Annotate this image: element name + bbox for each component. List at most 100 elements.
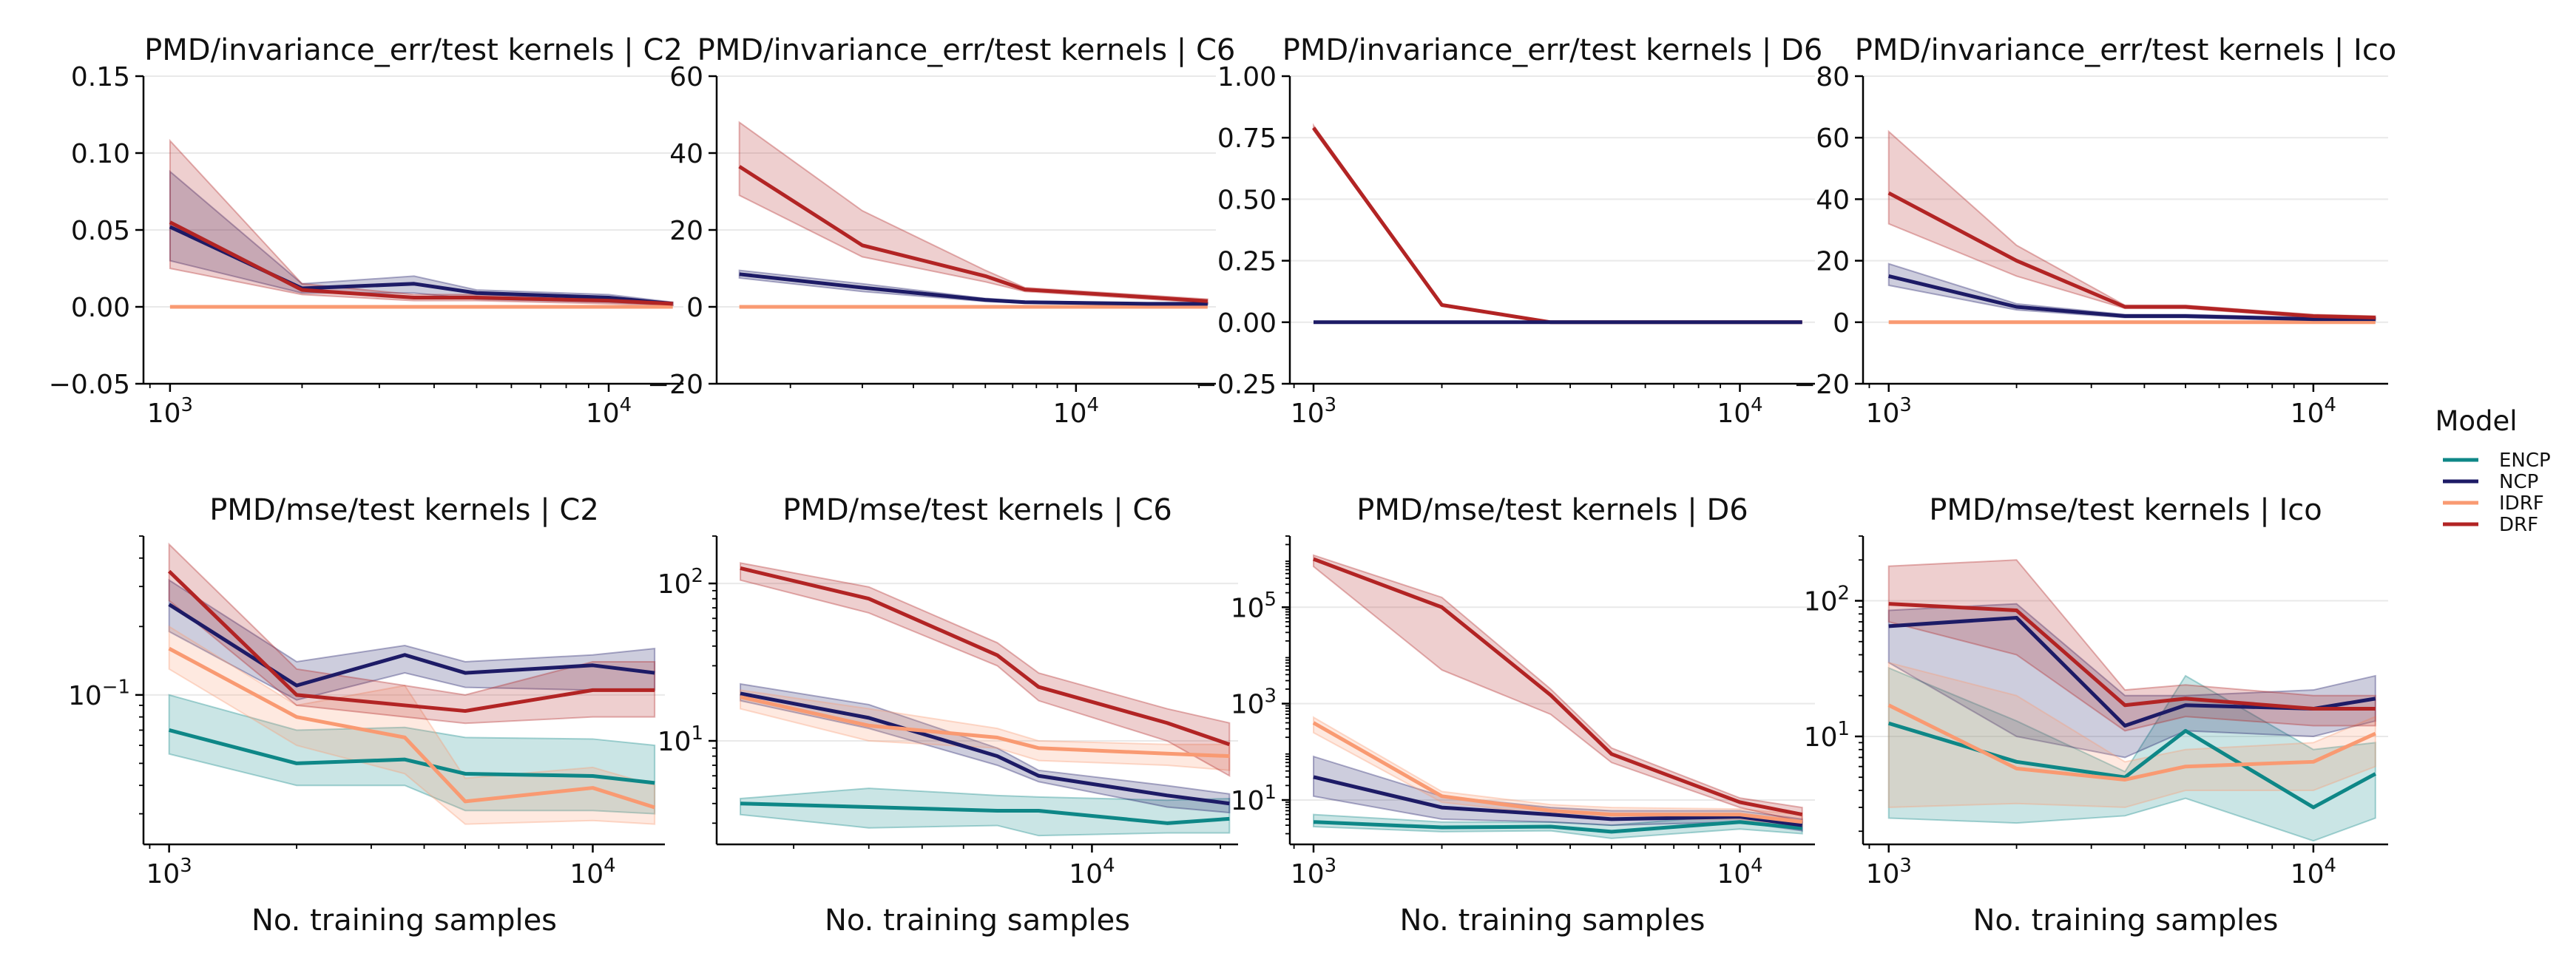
plot-area [169,138,674,309]
panel-title: PMD/invariance_err/test kernels | Ico [1855,33,2397,67]
legend-title: Model [2435,405,2517,437]
x-axis-label: No. training samples [251,904,557,938]
series-line-encp [740,802,1230,825]
y-tick-label: 102 [657,565,703,600]
x-tick-label: 103 [147,394,193,429]
y-tick-label: 80 [1816,62,1850,92]
plot-area [1312,554,1803,839]
band-encp [1887,666,2376,842]
y-tick-label: 0 [1833,308,1850,339]
series-line-drf [1887,191,2376,320]
y-tick-label: 0 [686,293,703,323]
panel-pmd-invariance-err-test-kernels-d6: −0.25 0.00 0.25 0.50 0.75 1.00 103 104 PMD/invar… [1195,33,1823,429]
series-line-idrf [740,695,1230,759]
series-line-idrf [1312,721,1803,824]
x-tick-label: 104 [1717,855,1762,889]
y-tick-label: 60 [669,62,703,92]
y-tick-label: 0.50 [1217,185,1277,215]
band-ncp [1313,755,1803,832]
legend-label: DRF [2499,514,2538,536]
series-line-drf [1888,602,2376,711]
panel-title: PMD/mse/test kernels | D6 [1356,493,1748,527]
band-drf [1887,559,2376,732]
x-axis-label: No. training samples [825,904,1130,938]
y-tick-label: 101 [657,722,703,757]
legend-entry-ncp: NCP [2443,471,2538,493]
y-tick-label: 105 [1231,589,1277,623]
legend-entry-idrf: IDRF [2443,492,2544,515]
x-tick-label: 103 [1866,394,1912,429]
plot-area [1887,129,2376,325]
y-tick-label: −0.25 [1195,370,1277,400]
y-tick-label: 40 [1816,185,1850,215]
panel-pmd-mse-test-kernels-d6: 101 103 105 103 104 PMD/mse/test kernels | D6… [1231,493,1815,938]
y-tick-label: 20 [669,216,703,246]
y-tick-label: 0.75 [1217,123,1277,154]
legend-label: NCP [2499,471,2538,493]
series-line-drf [1313,557,1803,817]
y-tick-label: 40 [669,139,703,169]
panel-pmd-mse-test-kernels-c2: 10−1 103 104 PMD/mse/test kernels | C2 No. t… [68,493,665,938]
x-tick-label: 104 [1069,855,1115,889]
y-tick-label: 1.00 [1217,62,1277,92]
y-tick-label: 0.10 [71,139,130,169]
panels: −0.05 0.00 0.05 0.10 0.15 103 104 PMD/invarianc… [49,33,2397,938]
panel-title: PMD/invariance_err/test kernels | C2 [144,33,683,67]
series-line-drf [1311,126,1802,325]
band-drf [1313,123,1802,323]
panel-pmd-invariance-err-test-kernels-c2: −0.05 0.00 0.05 0.10 0.15 103 104 PMD/invarianc… [49,33,683,429]
series-line-ncp [1888,274,2376,322]
x-tick-label: 104 [2291,394,2336,429]
x-tick-label: 103 [1291,855,1336,889]
x-tick-label: 104 [1717,394,1762,429]
x-tick-label: 104 [569,855,615,889]
series-line-encp [1313,820,1802,834]
plot-area [1887,559,2376,842]
y-tick-label: 101 [1231,782,1277,816]
series-line-encp [169,728,655,785]
plot-area [738,121,1208,309]
band-drf [168,542,656,725]
y-tick-label: 0.05 [71,216,130,246]
panel-pmd-mse-test-kernels-ico: 101 102 103 104 PMD/mse/test kernels | Ico No… [1804,493,2388,938]
plot-area [167,542,656,825]
y-tick-label: 101 [1804,718,1850,753]
y-tick-label: 0.15 [71,62,130,92]
y-tick-label: 102 [1804,582,1850,617]
panel-title: PMD/invariance_err/test kernels | D6 [1282,33,1823,67]
plot-area [1311,123,1802,325]
x-tick-label: 104 [2291,855,2336,889]
panel-pmd-mse-test-kernels-c6: 101 102 104 PMD/mse/test kernels | C6 No. tr… [657,493,1238,938]
x-axis-label: No. training samples [1972,904,2278,938]
band-ncp [1887,603,2376,759]
legend-label: ENCP [2499,450,2551,472]
y-tick-label: 20 [1816,247,1850,277]
legend-label: IDRF [2499,492,2544,515]
series-line-encp [1888,721,2376,810]
y-tick-label: 0.25 [1217,247,1277,277]
plot-area [740,562,1231,837]
panel-title: PMD/mse/test kernels | C6 [782,493,1172,527]
y-tick-label: −20 [1794,370,1850,400]
y-tick-label: −20 [647,370,703,400]
x-tick-label: 104 [586,394,632,429]
legend-entry-encp: ENCP [2443,450,2551,472]
y-tick-label: 0.00 [1217,308,1277,339]
series-line-drf [169,220,673,306]
y-tick-label: −0.05 [49,370,130,400]
x-tick-label: 103 [1291,394,1336,429]
legend-entry-drf: DRF [2443,514,2538,536]
y-tick-label: 10−1 [68,677,130,711]
series-line-drf [740,566,1231,747]
x-tick-label: 103 [146,855,192,889]
series-line-idrf [168,646,655,810]
band-drf [740,562,1231,777]
series-line-ncp [1313,775,1803,827]
panel-title: PMD/mse/test kernels | C2 [209,493,599,527]
y-tick-label: 103 [1231,685,1277,720]
panel-title: PMD/invariance_err/test kernels | C6 [697,33,1236,67]
x-tick-label: 103 [1866,855,1912,889]
